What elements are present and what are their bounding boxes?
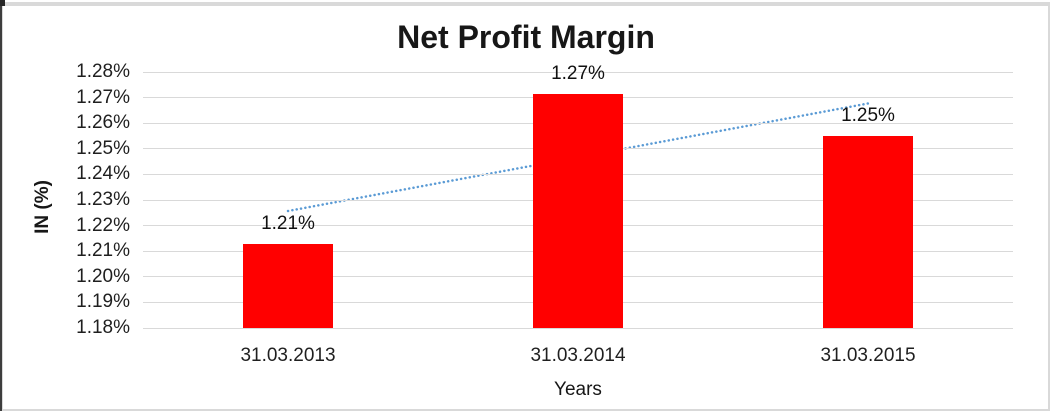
x-axis-tick-labels: 31.03.2013 31.03.2014 31.03.2015 <box>143 345 1013 369</box>
y-axis-tick-labels: 1.28% 1.27% 1.26% 1.25% 1.24% 1.23% 1.22% 1.21%… <box>30 62 130 338</box>
y-tick-label: 1.24% <box>76 163 130 185</box>
y-tick-label: 1.23% <box>76 189 130 210</box>
y-tick-label: 1.26% <box>76 112 130 134</box>
y-tick-label: 1.27% <box>76 86 130 108</box>
y-tick-label: 1.18% <box>76 317 130 338</box>
bar <box>533 93 623 328</box>
y-tick-label: 1.22% <box>76 214 130 236</box>
x-tick-label: 31.03.2015 <box>820 345 916 366</box>
y-tick-label: 1.19% <box>76 291 130 313</box>
bar-data-label: 1.25% <box>841 105 895 126</box>
chart-title: Net Profit Margin <box>397 19 655 55</box>
gridline <box>143 71 1013 73</box>
plot-area: 1.21% 1.27% 1.25% <box>143 63 1013 329</box>
bar-data-label: 1.21% <box>261 212 315 234</box>
bar-data-label: 1.27% <box>551 62 605 84</box>
bar <box>243 243 333 328</box>
gridline <box>143 327 1013 329</box>
y-tick-label: 1.20% <box>76 265 130 287</box>
window-corner <box>0 0 5 6</box>
bar <box>823 136 913 328</box>
x-tick-label: 31.03.2014 <box>530 345 626 366</box>
x-axis-title: Years <box>554 379 602 400</box>
y-tick-label: 1.28% <box>76 61 130 82</box>
y-tick-label: 1.25% <box>76 137 130 159</box>
x-tick-label: 31.03.2013 <box>240 345 336 366</box>
window-left-edge <box>0 0 2 411</box>
y-tick-label: 1.21% <box>76 240 130 262</box>
